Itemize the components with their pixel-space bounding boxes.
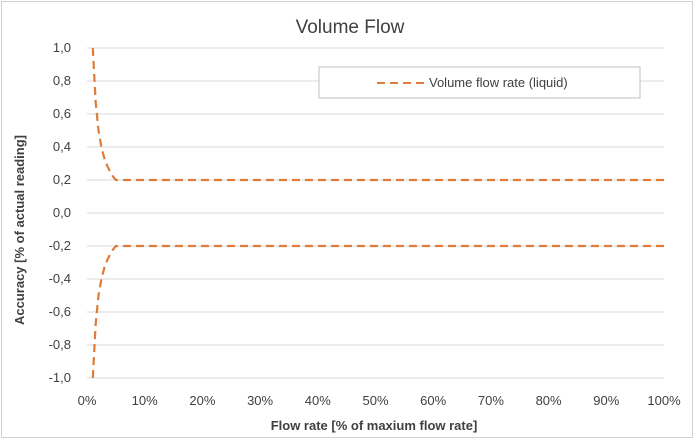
chart-title: Volume Flow — [296, 17, 405, 38]
y-tick-label: -1,0 — [49, 370, 71, 385]
y-tick-label: -0,4 — [49, 271, 71, 286]
x-tick-label: 0% — [78, 393, 97, 408]
legend-box — [318, 66, 641, 99]
x-axis-ticks: 0% 10% 20% 30% 40% 50% 60% 70% 80% 90% 100% — [78, 393, 681, 408]
y-axis-ticks: 1,0 0,8 0,6 0,4 0,2 0,0 -0,2 -0,4 -0,6 -0,8 -1,0 — [49, 40, 71, 385]
y-tick-label: 1,0 — [53, 40, 71, 55]
x-tick-label: 50% — [362, 393, 388, 408]
y-tick-label: -0,8 — [49, 337, 71, 352]
y-tick-label: -0,6 — [49, 304, 71, 319]
x-axis-title: Flow rate [% of maxium flow rate] — [271, 418, 478, 433]
series-line-lower — [91, 244, 664, 379]
x-tick-label: 30% — [247, 393, 273, 408]
x-tick-label: 60% — [420, 393, 446, 408]
series-lines — [91, 47, 664, 379]
y-tick-label: -0,2 — [49, 238, 71, 253]
series-line-upper — [91, 47, 664, 182]
x-tick-label: 70% — [478, 393, 504, 408]
legend: Volume flow rate (liquid) — [318, 66, 641, 99]
x-tick-label: 100% — [647, 393, 681, 408]
y-tick-label: 0,6 — [53, 106, 71, 121]
legend-label: Volume flow rate (liquid) — [429, 75, 568, 90]
x-tick-label: 20% — [189, 393, 215, 408]
y-axis-title: Accuracy [% of actual reading] — [12, 135, 27, 325]
y-tick-label: 0,2 — [53, 172, 71, 187]
y-tick-label: 0,8 — [53, 73, 71, 88]
x-tick-label: 90% — [593, 393, 619, 408]
y-tick-label: 0,0 — [53, 205, 71, 220]
y-tick-label: 0,4 — [53, 139, 71, 154]
x-tick-label: 10% — [132, 393, 158, 408]
x-tick-label: 40% — [305, 393, 331, 408]
x-tick-label: 80% — [536, 393, 562, 408]
